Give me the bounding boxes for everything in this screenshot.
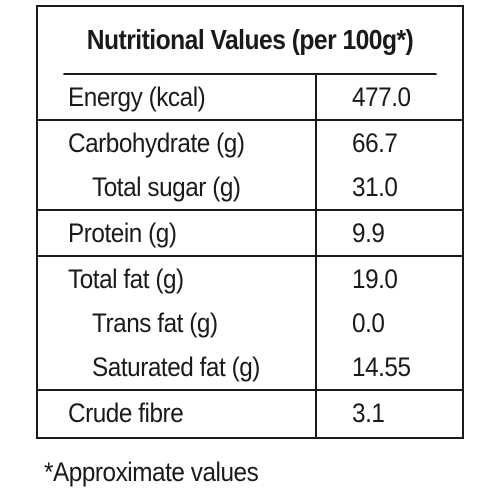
row-group-fibre: Crude fibre 3.1 [38,391,462,437]
table-row: Saturated fat (g) 14.55 [38,345,462,389]
nutrient-label: Energy (kcal) [68,82,206,112]
table-row: Carbohydrate (g) 66.7 [38,121,462,165]
nutrient-label: Protein (g) [68,218,177,248]
table-row: Total fat (g) 19.0 [38,257,462,301]
nutrient-value: 66.7 [352,128,398,158]
nutrient-value: 9.9 [352,218,385,248]
row-group-energy: Energy (kcal) 477.0 [38,75,462,121]
nutrient-value: 31.0 [352,172,398,202]
row-group-carbohydrate: Carbohydrate (g) 66.7 Total sugar (g) 31… [38,121,462,211]
nutrient-value: 19.0 [352,264,398,294]
nutrient-label: Crude fibre [68,398,184,428]
footnote: *Approximate values [44,457,259,487]
table-row: Energy (kcal) 477.0 [38,75,462,119]
nutrient-label: Total fat (g) [68,264,184,294]
nutrient-sub-label: Saturated fat (g) [92,352,260,382]
nutrient-value: 0.0 [352,308,385,338]
nutrient-sub-label: Trans fat (g) [92,308,218,338]
table-row: Protein (g) 9.9 [38,211,462,255]
table-title: Nutritional Values (per 100g*) [63,7,437,75]
nutrient-sub-label: Total sugar (g) [92,172,241,202]
nutrient-value: 477.0 [352,82,411,112]
table-row: Trans fat (g) 0.0 [38,301,462,345]
nutrient-label: Carbohydrate (g) [68,128,245,158]
row-group-protein: Protein (g) 9.9 [38,211,462,257]
nutrient-value: 14.55 [352,352,411,382]
nutrition-table: Nutritional Values (per 100g*) Energy (k… [36,5,464,439]
table-row: Crude fibre 3.1 [38,391,462,435]
row-group-fat: Total fat (g) 19.0 Trans fat (g) 0.0 Sat… [38,257,462,391]
table-row: Total sugar (g) 31.0 [38,165,462,209]
nutrient-value: 3.1 [352,398,385,428]
